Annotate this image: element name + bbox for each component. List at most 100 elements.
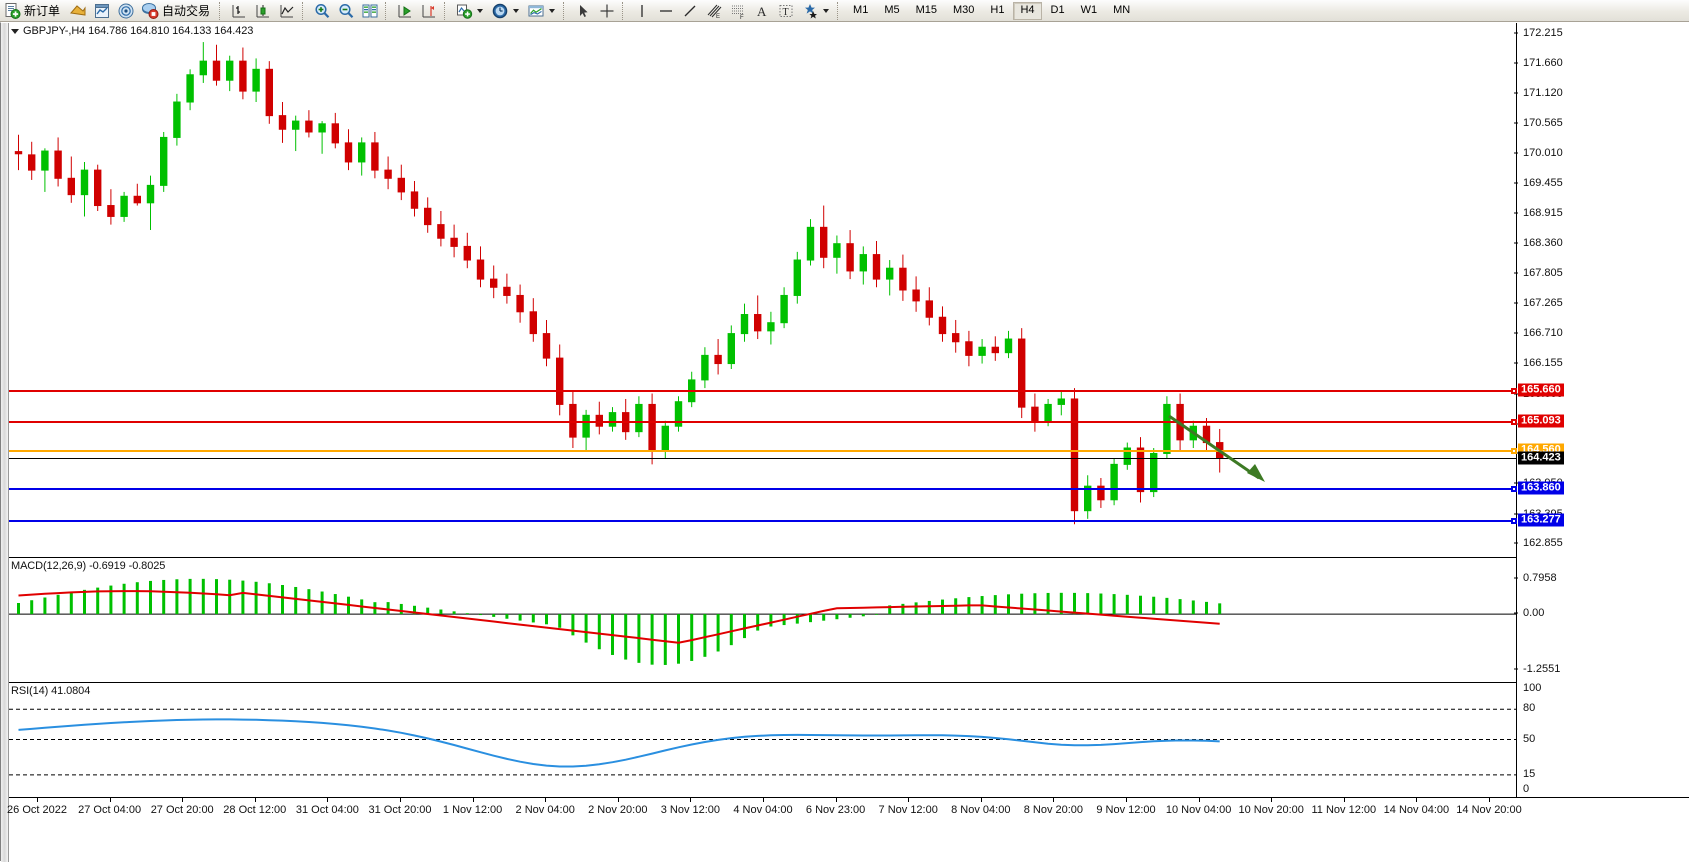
- price-tick-label: 162.855: [1523, 537, 1563, 549]
- price-tag-163.860[interactable]: 163.860: [1518, 482, 1564, 495]
- cursor-button[interactable]: [571, 1, 595, 21]
- indicator-list-icon: [455, 2, 473, 20]
- signals-icon: [117, 2, 135, 20]
- toolbar-separator: [837, 2, 842, 20]
- chevron-down-icon[interactable]: [477, 9, 483, 13]
- data-window-button[interactable]: [90, 1, 114, 21]
- auto-trading-icon: [141, 2, 159, 20]
- candlestick-chart-button[interactable]: [251, 1, 275, 21]
- price-tag-164.423[interactable]: 164.423: [1518, 451, 1564, 464]
- time-tick: [37, 798, 38, 802]
- indicators-button[interactable]: [66, 1, 90, 21]
- time-label: 26 Oct 2022: [7, 804, 67, 816]
- price-axis[interactable]: 172.215 171.660 171.120 170.565 170.010 169.4…: [1516, 23, 1682, 797]
- time-tick: [545, 798, 546, 802]
- vertical-line-button[interactable]: [630, 1, 654, 21]
- time-label: 6 Nov 23:00: [806, 804, 865, 816]
- chevron-down-icon[interactable]: [513, 9, 519, 13]
- rsi-tick-label: 100: [1523, 682, 1541, 694]
- fibonacci-button[interactable]: F: [726, 1, 750, 21]
- text-icon: A: [753, 2, 771, 20]
- price-tag-165.660[interactable]: 165.660: [1518, 384, 1564, 397]
- macd-label: MACD(12,26,9) -0.6919 -0.8025: [11, 560, 165, 572]
- text-button[interactable]: A: [750, 1, 774, 21]
- down-trend-arrow[interactable]: [9, 23, 1516, 557]
- left-scrollbar[interactable]: [1, 23, 9, 862]
- timeframe-m5[interactable]: M5: [877, 2, 906, 20]
- time-label: 4 Nov 04:00: [733, 804, 792, 816]
- bar-chart-button[interactable]: [227, 1, 251, 21]
- zoom-out-button[interactable]: [334, 1, 358, 21]
- time-label: 9 Nov 12:00: [1096, 804, 1155, 816]
- time-tick: [327, 798, 328, 802]
- timeframe-m1[interactable]: M1: [846, 2, 875, 20]
- new-order-button[interactable]: 新订单: [0, 1, 66, 21]
- axis-tick: [1514, 613, 1518, 614]
- timeframe-w1[interactable]: W1: [1074, 2, 1105, 20]
- price-tick-label: 171.120: [1523, 87, 1563, 99]
- zoom-out-icon: [337, 2, 355, 20]
- time-tick: [255, 798, 256, 802]
- signals-button[interactable]: [114, 1, 138, 21]
- timeframe-mn[interactable]: MN: [1106, 2, 1137, 20]
- time-tick: [1344, 798, 1345, 802]
- rsi-pane[interactable]: RSI(14) 41.0804: [9, 682, 1524, 797]
- timeframe-d1[interactable]: D1: [1044, 2, 1072, 20]
- time-label: 14 Nov 04:00: [1384, 804, 1449, 816]
- macd-pane[interactable]: MACD(12,26,9) -0.6919 -0.8025: [9, 557, 1524, 682]
- templates-button[interactable]: [524, 1, 560, 21]
- price-tag-163.277[interactable]: 163.277: [1518, 514, 1564, 527]
- trendline-button[interactable]: [678, 1, 702, 21]
- rsi-tick-label: 50: [1523, 733, 1535, 745]
- chevron-down-icon[interactable]: [549, 9, 555, 13]
- time-tick: [690, 798, 691, 802]
- equidistant-channel-icon: E: [705, 2, 723, 20]
- price-tag-165.093[interactable]: 165.093: [1518, 415, 1564, 428]
- auto-trading-button[interactable]: 自动交易: [138, 1, 216, 21]
- toolbar-separator: [385, 2, 390, 20]
- new-order-icon: [3, 2, 21, 20]
- candlestick-chart-icon: [254, 2, 272, 20]
- objects-icon: [801, 2, 819, 20]
- time-tick: [836, 798, 837, 802]
- time-tick: [1489, 798, 1490, 802]
- chart-shift-button[interactable]: [417, 1, 441, 21]
- chevron-down-icon[interactable]: [823, 9, 829, 13]
- price-tick-label: 170.010: [1523, 147, 1563, 159]
- price-tick-label: 166.710: [1523, 327, 1563, 339]
- rsi-tick-label: 0: [1523, 783, 1529, 795]
- crosshair-button[interactable]: [595, 1, 619, 21]
- zoom-in-button[interactable]: [310, 1, 334, 21]
- time-tick: [1053, 798, 1054, 802]
- time-tick: [110, 798, 111, 802]
- time-tick: [981, 798, 982, 802]
- line-chart-icon: [278, 2, 296, 20]
- line-chart-button[interactable]: [275, 1, 299, 21]
- indicator-list-button[interactable]: [452, 1, 488, 21]
- time-tick: [400, 798, 401, 802]
- timeframe-m30[interactable]: M30: [946, 2, 981, 20]
- price-pane[interactable]: GBPJPY-,H4 164.786 164.810 164.133 164.4…: [9, 23, 1524, 557]
- time-label: 8 Nov 20:00: [1024, 804, 1083, 816]
- trendline-icon: [681, 2, 699, 20]
- time-axis[interactable]: 26 Oct 2022 27 Oct 04:00 27 Oct 20:00 28 Oc…: [9, 797, 1689, 837]
- time-label: 1 Nov 12:00: [443, 804, 502, 816]
- auto-scroll-button[interactable]: [393, 1, 417, 21]
- svg-text:E: E: [716, 14, 720, 20]
- time-tick: [618, 798, 619, 802]
- toolbar-separator: [563, 2, 568, 20]
- macd-tick-label: 0.7958: [1523, 572, 1557, 584]
- price-tick-label: 171.660: [1523, 57, 1563, 69]
- timeframe-h4[interactable]: H4: [1013, 2, 1041, 20]
- equidistant-channel-button[interactable]: E: [702, 1, 726, 21]
- text-label-button[interactable]: T: [774, 1, 798, 21]
- period-button[interactable]: [488, 1, 524, 21]
- tile-windows-button[interactable]: [358, 1, 382, 21]
- timeframe-m15[interactable]: M15: [909, 2, 944, 20]
- horizontal-line-button[interactable]: [654, 1, 678, 21]
- axis-tick: [1514, 668, 1518, 669]
- timeframe-h1[interactable]: H1: [983, 2, 1011, 20]
- svg-text:T: T: [783, 7, 789, 18]
- objects-button[interactable]: [798, 1, 834, 21]
- time-label: 10 Nov 20:00: [1238, 804, 1303, 816]
